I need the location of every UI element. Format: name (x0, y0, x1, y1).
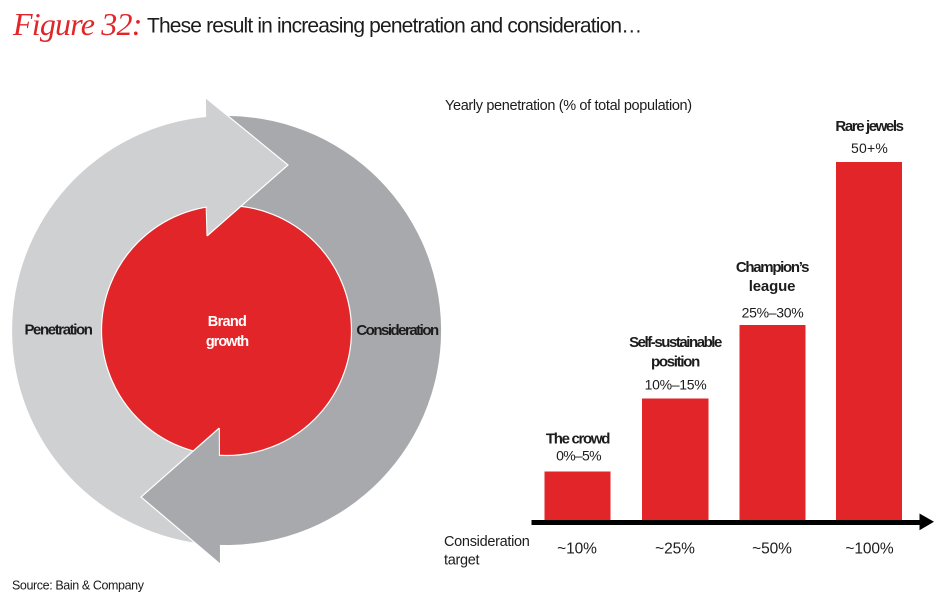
svg-text:50+%: 50+% (851, 140, 888, 156)
svg-text:position: position (651, 354, 700, 371)
svg-text:Penetration: Penetration (24, 322, 92, 339)
svg-text:The crowd: The crowd (546, 431, 610, 448)
svg-text:~10%: ~10% (557, 541, 597, 558)
svg-text:10%–15%: 10%–15% (645, 377, 707, 393)
svg-text:0%–5%: 0%–5% (556, 448, 601, 464)
svg-text:growth: growth (206, 334, 248, 350)
svg-text:~100%: ~100% (845, 541, 894, 558)
svg-text:target: target (444, 553, 480, 569)
svg-text:25%–30%: 25%–30% (742, 304, 804, 320)
svg-text:Champion’s: Champion’s (736, 259, 809, 276)
svg-text:Rare jewels: Rare jewels (835, 118, 903, 135)
svg-text:Consideration: Consideration (356, 322, 439, 339)
svg-text:Yearly penetration (% of total: Yearly penetration (% of total populatio… (445, 98, 692, 114)
svg-text:Self-sustainable: Self-sustainable (629, 334, 722, 351)
svg-text:Consideration: Consideration (444, 534, 530, 550)
svg-text:~50%: ~50% (752, 541, 792, 558)
svg-text:~25%: ~25% (655, 541, 695, 558)
svg-text:These result in increasing pen: These result in increasing penetration a… (147, 15, 641, 38)
svg-text:league: league (749, 278, 796, 295)
svg-text:Source: Bain & Company: Source: Bain & Company (12, 579, 145, 593)
svg-text:Brand: Brand (208, 314, 246, 330)
svg-text:Figure 32:: Figure 32: (12, 6, 142, 42)
